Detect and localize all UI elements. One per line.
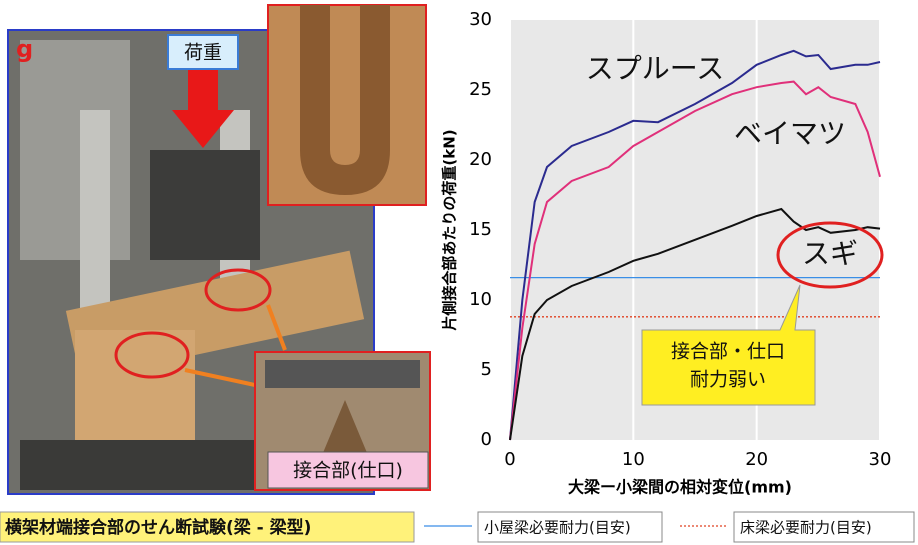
photo-head — [150, 150, 260, 260]
y-tick-label: 30 — [469, 9, 492, 30]
y-tick-label: 15 — [469, 219, 492, 240]
joint-circle — [204, 268, 272, 312]
legend-box — [733, 511, 915, 543]
y-tick-label: 5 — [481, 359, 492, 380]
load-label: 荷重 — [184, 42, 222, 64]
y-tick-label: 10 — [469, 289, 492, 310]
load-box — [167, 34, 239, 70]
x-tick-label: 30 — [869, 449, 892, 470]
y-tick-label: 25 — [469, 79, 492, 100]
highlight-circle — [776, 221, 884, 289]
callout-box — [641, 284, 816, 406]
inset-tenon — [320, 400, 370, 460]
callout-text: 接合部・仕口 — [671, 341, 785, 363]
inset-groove — [300, 5, 390, 195]
pointer-arrow — [266, 304, 287, 351]
x-axis-label: 大梁ー小梁間の相対変位(mm) — [568, 478, 792, 497]
joint-circle — [114, 331, 190, 379]
load-arrow — [172, 70, 234, 148]
series-line — [509, 49, 881, 441]
series-label: スギ — [802, 237, 858, 270]
legend-label: 小屋梁必要耐力(目安) — [484, 519, 631, 537]
joint-label: 接合部(仕口) — [293, 460, 403, 482]
series-line — [509, 207, 881, 441]
callout-text: 耐力弱い — [690, 369, 766, 391]
x-tick-label: 10 — [622, 449, 645, 470]
y-tick-label: 0 — [481, 429, 492, 450]
series-line — [509, 80, 881, 441]
pointer-arrow — [184, 368, 256, 387]
caption: 横架材端接合部のせん断試験(梁 - 梁型) — [5, 517, 311, 538]
inset-plate — [265, 360, 420, 388]
x-tick-label: 20 — [745, 449, 768, 470]
series-label: スプルース — [586, 52, 725, 85]
photo-machine — [20, 40, 130, 260]
series-label: ベイマツ — [734, 117, 846, 150]
legend-label: 床梁必要耐力(目安) — [740, 519, 872, 537]
y-axis-label: 片側接合部あたりの荷重(kN) — [441, 129, 459, 330]
photo-mark: g — [16, 35, 33, 63]
x-tick-label: 0 — [504, 449, 515, 470]
legend-box — [477, 511, 663, 543]
joint-box — [267, 451, 429, 489]
y-tick-label: 20 — [469, 149, 492, 170]
caption-box — [0, 511, 415, 543]
